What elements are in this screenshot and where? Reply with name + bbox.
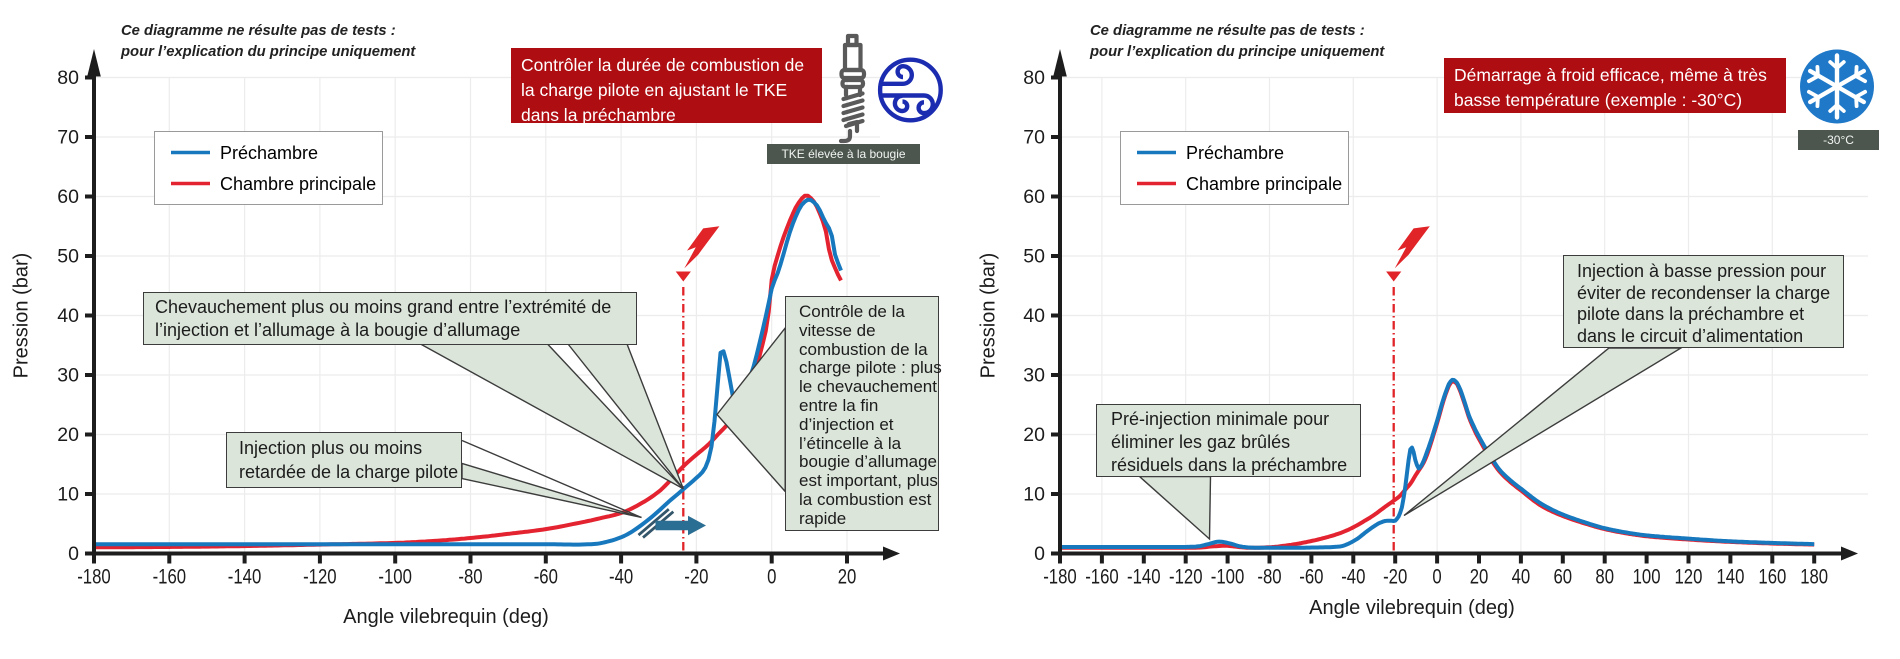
svg-text:70: 70 (1023, 127, 1045, 149)
svg-text:Chambre principale: Chambre principale (220, 174, 376, 194)
svg-text:-180: -180 (1043, 566, 1077, 589)
svg-text:80: 80 (1023, 67, 1045, 89)
svg-text:50: 50 (57, 246, 79, 268)
svg-text:50: 50 (1023, 246, 1045, 268)
svg-text:-140: -140 (1127, 566, 1161, 589)
svg-text:10: 10 (57, 484, 79, 506)
svg-text:80: 80 (57, 67, 79, 89)
svg-text:-80: -80 (458, 566, 482, 589)
svg-text:-60: -60 (1299, 566, 1323, 589)
svg-text:10: 10 (1023, 484, 1045, 506)
svg-text:Préchambre: Préchambre (1186, 143, 1284, 163)
svg-text:20: 20 (1470, 566, 1489, 589)
svg-text:Chambre principale: Chambre principale (1186, 174, 1342, 194)
svg-text:Préchambre: Préchambre (220, 143, 318, 163)
svg-text:0: 0 (68, 543, 79, 565)
svg-text:-20: -20 (684, 566, 708, 589)
svg-text:60: 60 (1554, 566, 1573, 589)
svg-text:-40: -40 (609, 566, 633, 589)
svg-text:-140: -140 (228, 566, 261, 589)
svg-text:20: 20 (838, 566, 857, 589)
svg-text:100: 100 (1633, 566, 1661, 589)
svg-text:20: 20 (1023, 424, 1045, 446)
svg-text:0: 0 (767, 566, 776, 589)
svg-text:80: 80 (1595, 566, 1614, 589)
svg-text:-120: -120 (1169, 566, 1203, 589)
svg-text:20: 20 (57, 424, 79, 446)
svg-text:-40: -40 (1341, 566, 1365, 589)
svg-text:-80: -80 (1257, 566, 1281, 589)
svg-text:0: 0 (1432, 566, 1441, 589)
svg-text:30: 30 (57, 365, 79, 387)
svg-text:-120: -120 (303, 566, 337, 589)
svg-text:60: 60 (57, 186, 79, 208)
svg-text:40: 40 (1023, 305, 1045, 327)
svg-text:-180: -180 (77, 566, 111, 589)
svg-text:60: 60 (1023, 186, 1045, 208)
svg-text:-100: -100 (378, 566, 412, 589)
svg-text:-60: -60 (534, 566, 558, 589)
svg-text:30: 30 (1023, 365, 1045, 387)
svg-text:180: 180 (1800, 566, 1828, 589)
svg-text:70: 70 (57, 127, 79, 149)
svg-text:140: 140 (1717, 566, 1745, 589)
svg-text:-20: -20 (1383, 566, 1407, 589)
svg-text:160: 160 (1758, 566, 1786, 589)
svg-text:-160: -160 (1085, 566, 1119, 589)
svg-text:0: 0 (1034, 543, 1045, 565)
svg-text:-100: -100 (1211, 566, 1245, 589)
svg-text:120: 120 (1675, 566, 1703, 589)
svg-text:40: 40 (57, 305, 79, 327)
svg-text:-160: -160 (153, 566, 187, 589)
svg-text:40: 40 (1512, 566, 1531, 589)
